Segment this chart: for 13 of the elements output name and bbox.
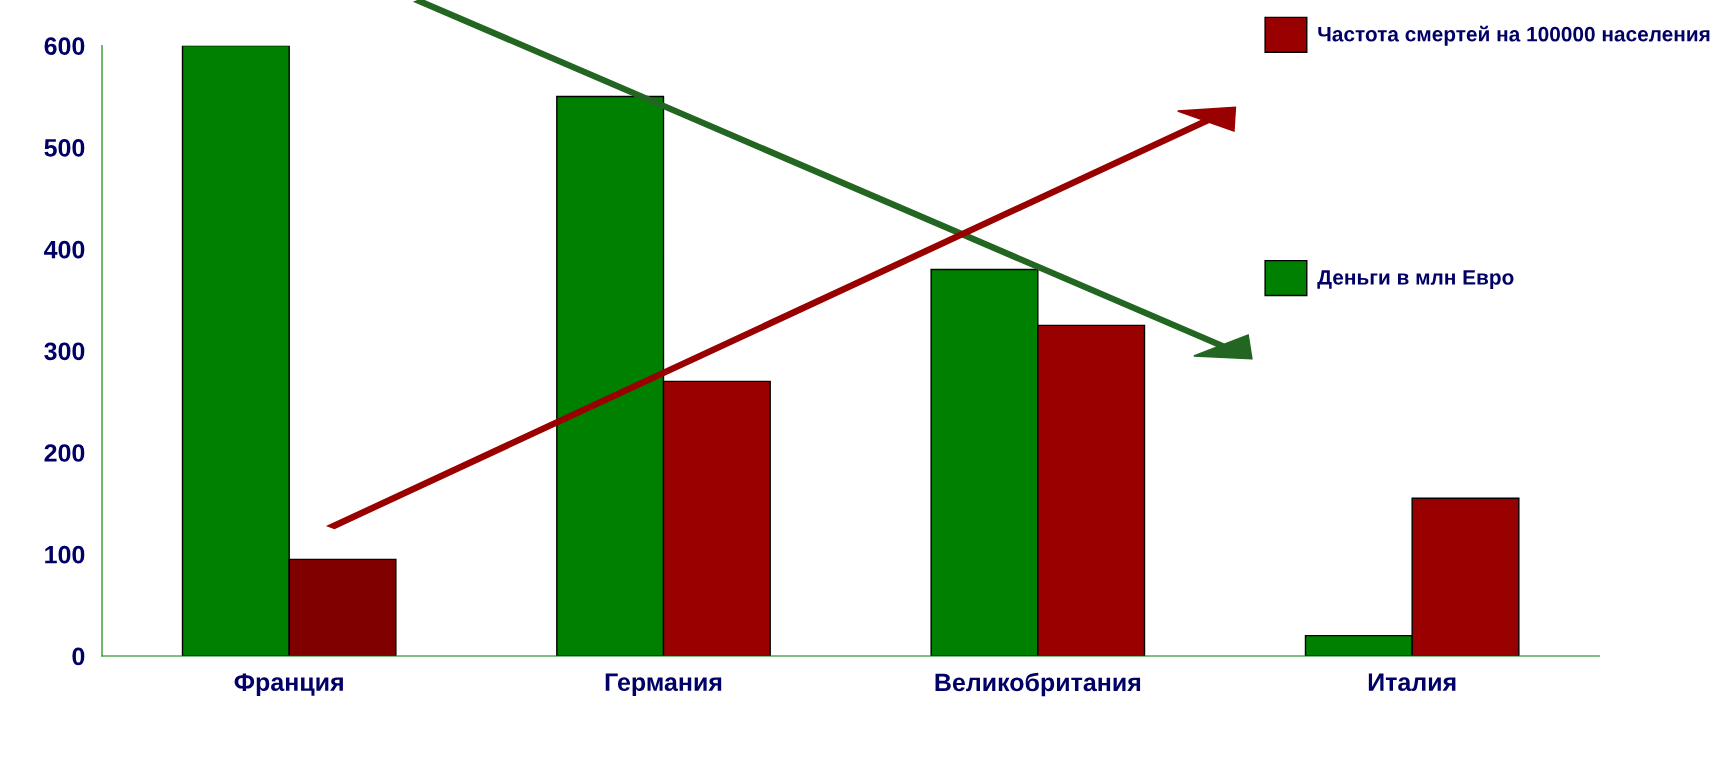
y-tick-label: 200 [44,444,85,462]
legend-label: Деньги в млн Евро [1317,270,1514,289]
x-tick-label: Германия [605,673,722,696]
legend-label: Частота смертей на 100000 населения [1318,25,1710,46]
y-tick-label: 0 [72,647,85,666]
y-tick-label: 300 [44,342,85,361]
x-tick-label: Франция [234,673,343,696]
x-tick-label: Италия [1368,673,1456,692]
y-tick-label: 100 [45,545,85,564]
y-tick-label: 400 [44,240,85,259]
x-tick-label: Великобритания [935,672,1141,697]
y-tick-label: 500 [44,138,85,157]
y-tick-label: 600 [44,37,85,55]
